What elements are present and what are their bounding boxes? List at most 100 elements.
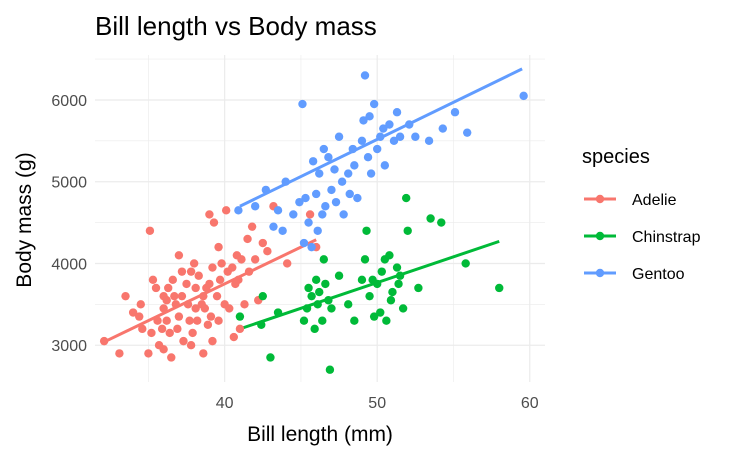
point-adelie xyxy=(212,291,222,301)
point-gentoo xyxy=(344,169,353,178)
point-gentoo xyxy=(269,222,278,231)
point-gentoo xyxy=(380,161,390,170)
y-tick-label: 3000 xyxy=(51,338,87,355)
point-chinstrap xyxy=(376,308,385,317)
point-gentoo xyxy=(311,189,321,199)
point-adelie xyxy=(144,349,153,358)
legend-label-gentoo: Gentoo xyxy=(632,266,685,283)
point-chinstrap xyxy=(325,365,335,374)
point-chinstrap xyxy=(344,300,353,309)
point-adelie xyxy=(177,291,187,301)
point-adelie xyxy=(199,349,208,358)
point-adelie xyxy=(244,267,254,276)
point-gentoo xyxy=(348,144,357,154)
point-gentoo xyxy=(315,169,324,178)
point-adelie xyxy=(170,291,179,301)
point-chinstrap xyxy=(382,316,391,325)
point-chinstrap xyxy=(360,255,370,264)
point-adelie xyxy=(240,300,249,309)
y-tick-label: 5000 xyxy=(51,175,87,192)
point-gentoo xyxy=(307,242,316,252)
point-gentoo xyxy=(319,144,329,154)
point-adelie xyxy=(177,267,187,276)
point-gentoo xyxy=(379,124,388,133)
point-chinstrap xyxy=(386,296,396,305)
point-adelie xyxy=(135,312,144,321)
point-gentoo xyxy=(301,193,310,203)
point-adelie xyxy=(128,308,138,317)
x-tick-label: 60 xyxy=(521,395,539,412)
point-gentoo xyxy=(376,132,385,141)
point-adelie xyxy=(188,328,197,338)
x-tick-label: 40 xyxy=(216,395,234,412)
point-adelie xyxy=(164,283,173,293)
point-gentoo xyxy=(365,112,374,121)
point-adelie xyxy=(162,296,171,305)
point-chinstrap xyxy=(321,279,330,289)
point-chinstrap xyxy=(401,193,411,203)
point-chinstrap xyxy=(394,279,403,289)
point-adelie xyxy=(243,234,252,244)
point-adelie xyxy=(199,291,208,301)
point-adelie xyxy=(200,304,210,313)
chart-title: Bill length vs Body mass xyxy=(95,11,377,41)
point-gentoo xyxy=(353,193,362,203)
point-chinstrap xyxy=(414,283,423,293)
point-adelie xyxy=(234,275,243,285)
y-axis-title: Body mass (g) xyxy=(13,152,36,287)
point-adelie xyxy=(162,316,171,325)
point-gentoo xyxy=(261,185,271,195)
point-chinstrap xyxy=(369,312,379,321)
point-chinstrap xyxy=(266,353,275,362)
point-adelie xyxy=(174,251,184,260)
point-gentoo xyxy=(281,177,290,186)
point-gentoo xyxy=(250,202,260,211)
point-chinstrap xyxy=(388,287,397,297)
point-gentoo xyxy=(395,132,405,141)
point-adelie xyxy=(305,210,315,219)
point-chinstrap xyxy=(426,214,435,223)
point-adelie xyxy=(229,332,239,342)
legend-key-adelie xyxy=(584,194,616,204)
point-gentoo xyxy=(424,136,434,146)
point-adelie xyxy=(215,275,225,285)
point-adelie xyxy=(205,279,214,289)
point-chinstrap xyxy=(392,263,402,272)
point-adelie xyxy=(151,283,161,293)
point-chinstrap xyxy=(257,320,266,329)
point-chinstrap xyxy=(365,291,374,301)
point-chinstrap xyxy=(299,316,309,325)
grid xyxy=(95,55,545,382)
point-adelie xyxy=(221,206,231,215)
point-adelie xyxy=(165,328,174,338)
y-tick-label: 6000 xyxy=(51,93,87,110)
point-gentoo xyxy=(405,120,414,129)
point-adelie xyxy=(247,222,257,231)
point-gentoo xyxy=(369,99,379,109)
point-adelie xyxy=(263,247,272,256)
legend-title: species xyxy=(582,146,650,168)
point-gentoo xyxy=(304,218,313,227)
point-chinstrap xyxy=(235,312,245,321)
legend-label-adelie: Adelie xyxy=(632,192,677,209)
point-adelie xyxy=(235,324,245,334)
points xyxy=(99,71,528,374)
point-gentoo xyxy=(463,128,472,137)
point-chinstrap xyxy=(273,308,283,317)
point-adelie xyxy=(237,255,246,264)
point-chinstrap xyxy=(461,259,470,268)
legend-key-chinstrap xyxy=(584,231,616,241)
point-gentoo xyxy=(392,108,402,117)
point-adelie xyxy=(225,304,234,313)
point-adelie xyxy=(217,259,226,268)
point-gentoo xyxy=(339,210,348,219)
point-gentoo xyxy=(295,197,304,207)
point-chinstrap xyxy=(357,275,367,285)
point-adelie xyxy=(214,242,223,252)
point-gentoo xyxy=(318,210,327,219)
point-chinstrap xyxy=(495,283,504,293)
point-adelie xyxy=(168,275,177,285)
legend-label-chinstrap: Chinstrap xyxy=(632,229,701,246)
point-chinstrap xyxy=(311,275,321,285)
point-gentoo xyxy=(313,226,322,235)
